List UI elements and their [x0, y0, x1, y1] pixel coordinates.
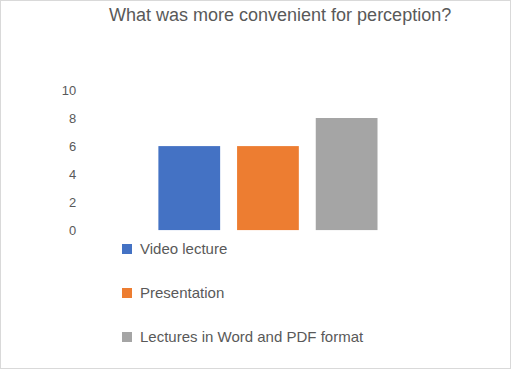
svg-text:0: 0	[69, 223, 76, 235]
svg-text:8: 8	[69, 111, 76, 126]
html-text:What was more convenient for p: What was more convenient for perception?	[109, 5, 452, 25]
html-text:Lectures in Word and PDF forma: Lectures in Word and PDF format	[140, 328, 364, 345]
svg-text:6: 6	[69, 139, 76, 154]
svg-text:2: 2	[69, 195, 76, 210]
svg-text:4: 4	[69, 167, 76, 182]
html-text:Video lecture: Video lecture	[140, 240, 228, 257]
svg-text:10: 10	[62, 83, 76, 98]
html-text:Presentation: Presentation	[140, 284, 225, 301]
